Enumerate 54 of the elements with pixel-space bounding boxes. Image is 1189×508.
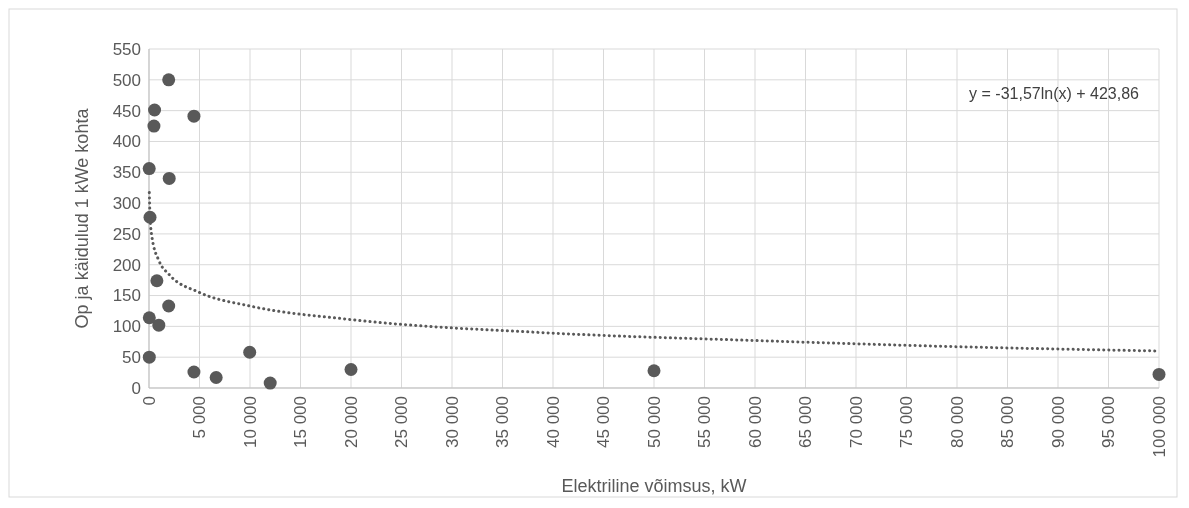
point	[344, 363, 358, 377]
x-tick-label: 70 000	[846, 396, 866, 448]
x-tick-label: 35 000	[493, 396, 513, 448]
point	[142, 162, 156, 176]
y-tick-label: 0	[131, 378, 141, 398]
y-tick-label: 150	[112, 286, 141, 306]
point	[187, 109, 201, 123]
annotation: y = -31,57ln(x) + 423,86	[969, 85, 1140, 102]
point	[263, 376, 277, 390]
x-tick-label: 15 000	[291, 396, 311, 448]
y-tick-label: 400	[112, 132, 141, 152]
x-tick-label: 10 000	[240, 396, 260, 448]
x-tick-label: 95 000	[1099, 396, 1119, 448]
point	[150, 274, 164, 288]
point	[243, 345, 257, 359]
x-tick-label: 75 000	[897, 396, 917, 448]
x-tick-label: 50 000	[644, 396, 664, 448]
point	[147, 119, 161, 133]
point	[148, 103, 162, 117]
x-tick-label: 100 000	[1149, 396, 1169, 458]
x-tick-label: 45 000	[594, 396, 614, 448]
x-tick-label: 25 000	[392, 396, 412, 448]
x-tick-label: 20 000	[341, 396, 361, 448]
x-tick-label: 5 000	[190, 396, 210, 439]
point	[647, 364, 661, 378]
x-tick-label: 65 000	[796, 396, 816, 448]
point	[162, 299, 176, 313]
point	[152, 318, 166, 332]
y-tick-label: 500	[112, 70, 141, 90]
y-tick-label: 350	[112, 163, 141, 183]
x-tick-label: 90 000	[1048, 396, 1068, 448]
point	[142, 350, 156, 364]
x-axis-title: Elektriline võimsus, kW	[561, 476, 747, 496]
point	[1152, 367, 1166, 381]
y-tick-label: 450	[112, 101, 141, 121]
x-tick-label: 85 000	[998, 396, 1018, 448]
point	[162, 171, 176, 185]
x-tick-label: 0	[139, 396, 159, 406]
point	[162, 73, 176, 87]
x-tick-label: 80 000	[947, 396, 967, 448]
y-tick-label: 250	[112, 224, 141, 244]
y-tick-label: 50	[122, 348, 141, 368]
point	[187, 365, 201, 379]
y-tick-label: 550	[112, 39, 141, 59]
y-tick-label: 100	[112, 317, 141, 337]
x-tick-label: 55 000	[695, 396, 715, 448]
y-axis-title: Op ja käidulud 1 kWe kohta	[72, 107, 92, 329]
y-tick-label: 300	[112, 194, 141, 214]
x-tick-label: 60 000	[745, 396, 765, 448]
point	[209, 371, 223, 385]
x-tick-label: 30 000	[442, 396, 462, 448]
y-tick-label: 200	[112, 255, 141, 275]
point	[142, 311, 156, 325]
x-tick-label: 40 000	[543, 396, 563, 448]
